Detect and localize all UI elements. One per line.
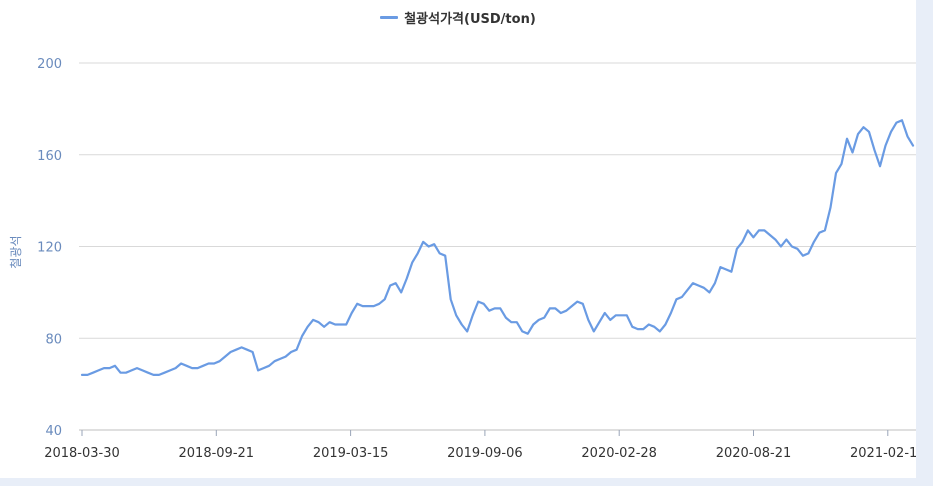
- y-tick-label: 40: [45, 424, 62, 439]
- line-chart: 40 80 120 160 200 2018-03-30 2018-09-21 2019-0…: [9, 57, 916, 461]
- y-axis-ticks: 40 80 120 160 200: [37, 57, 62, 439]
- y-tick-label: 80: [45, 332, 62, 347]
- gridlines: [79, 62, 916, 431]
- series-line: [80, 119, 915, 376]
- x-tick-label: 2021-02-12: [850, 446, 916, 461]
- y-tick-label: 200: [37, 57, 62, 72]
- y-tick-label: 160: [37, 149, 62, 164]
- chart-panel: 철광석가격(USD/ton) 40 80 120 160 200 2018-03-30 2…: [0, 0, 916, 478]
- x-tick-label: 2019-03-15: [313, 446, 389, 461]
- x-tick-label: 2020-08-21: [716, 446, 792, 461]
- legend-label: 철광석가격(USD/ton): [404, 12, 536, 27]
- x-tick-label: 2018-03-30: [44, 446, 120, 461]
- x-axis: 2018-03-30 2018-09-21 2019-03-15 2019-09-06…: [44, 429, 916, 461]
- series-lines: [80, 119, 915, 376]
- x-tick-label: 2020-02-28: [581, 446, 657, 461]
- x-tick-label: 2018-09-21: [179, 446, 255, 461]
- legend[interactable]: 철광석가격(USD/ton): [0, 8, 916, 27]
- x-tick-label: 2019-09-06: [447, 446, 523, 461]
- y-axis-label: 철광석: [9, 235, 23, 268]
- legend-swatch: [380, 16, 399, 19]
- y-tick-label: 120: [37, 241, 62, 256]
